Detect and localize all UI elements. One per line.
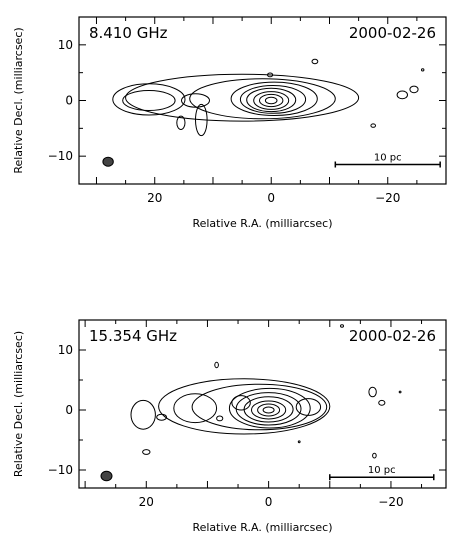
contour-line bbox=[214, 361, 219, 369]
y-tick-label: 0 bbox=[65, 94, 73, 108]
panel-2: 20 0 −20 10 0 −10 Relative R.A. (milliarcsec) R… bbox=[12, 319, 447, 534]
contour-line bbox=[267, 72, 274, 78]
contour-line bbox=[297, 440, 301, 444]
contour-line bbox=[421, 68, 425, 72]
contour-line bbox=[398, 390, 402, 394]
plot-frame bbox=[78, 319, 447, 489]
contour-line bbox=[368, 386, 377, 398]
scale-bar-label: 10 pc bbox=[368, 465, 396, 476]
contour-line bbox=[370, 123, 377, 128]
panel-1: 20 0 −20 10 0 −10 Relative R.A. (milliarcsec) R… bbox=[12, 16, 447, 230]
contour-line bbox=[378, 399, 386, 406]
contour-line bbox=[122, 90, 176, 111]
y-tick-label: 0 bbox=[65, 403, 73, 417]
contour-line bbox=[191, 383, 328, 431]
y-tick-label: 10 bbox=[58, 343, 73, 357]
contour-set bbox=[130, 324, 402, 459]
frequency-label: 15.354 GHz bbox=[89, 327, 177, 345]
contour-line bbox=[409, 85, 419, 94]
contour-line bbox=[340, 324, 344, 328]
contour-line bbox=[230, 81, 318, 117]
date-label: 2000-02-26 bbox=[349, 327, 436, 345]
scale-bar-label: 10 pc bbox=[374, 153, 402, 164]
contour-line bbox=[181, 93, 210, 108]
contour-line bbox=[257, 403, 281, 417]
x-tick-label: 0 bbox=[265, 495, 273, 509]
contour-line bbox=[158, 378, 331, 435]
beam-ellipse bbox=[100, 470, 113, 482]
contour-line bbox=[142, 449, 151, 455]
beam-ellipse bbox=[102, 156, 114, 167]
x-tick-label: 20 bbox=[139, 495, 154, 509]
x-tick-label: −20 bbox=[378, 495, 403, 509]
contour-line bbox=[125, 73, 360, 122]
contour-line bbox=[259, 93, 284, 108]
contour-line bbox=[156, 413, 168, 421]
contour-line bbox=[295, 398, 322, 416]
contour-line bbox=[253, 91, 290, 110]
y-tick-label: 10 bbox=[58, 38, 73, 52]
contour-line bbox=[251, 400, 287, 420]
x-axis-label: Relative R.A. (milliarcsec) bbox=[192, 521, 332, 534]
contour-line bbox=[112, 83, 186, 116]
date-label: 2000-02-26 bbox=[349, 24, 436, 42]
contour-line bbox=[176, 115, 186, 131]
contour-line bbox=[130, 399, 156, 430]
x-tick-label: 20 bbox=[147, 191, 162, 205]
contour-line bbox=[262, 406, 275, 414]
contour-line bbox=[311, 58, 319, 65]
contour-line bbox=[216, 415, 224, 422]
frequency-label: 8.410 GHz bbox=[89, 24, 168, 42]
x-tick-label: −20 bbox=[375, 191, 400, 205]
contour-line bbox=[189, 78, 336, 120]
contour-line bbox=[372, 452, 377, 459]
x-axis-label: Relative R.A. (milliarcsec) bbox=[192, 217, 332, 230]
contour-line bbox=[173, 393, 218, 424]
contour-line bbox=[195, 103, 208, 137]
contour-set bbox=[112, 58, 425, 137]
contour-line bbox=[264, 96, 278, 105]
contour-line bbox=[239, 85, 307, 114]
contour-line bbox=[231, 395, 251, 411]
y-axis-label: Relative Decl. (milliarcsec) bbox=[12, 331, 25, 477]
contour-line bbox=[246, 87, 297, 113]
y-axis-label: Relative Decl. (milliarcsec) bbox=[12, 27, 25, 173]
contour-line bbox=[228, 387, 311, 429]
y-tick-label: −10 bbox=[48, 463, 73, 477]
y-tick-label: −10 bbox=[48, 149, 73, 163]
contour-line bbox=[396, 90, 408, 100]
x-tick-label: 0 bbox=[267, 191, 275, 205]
